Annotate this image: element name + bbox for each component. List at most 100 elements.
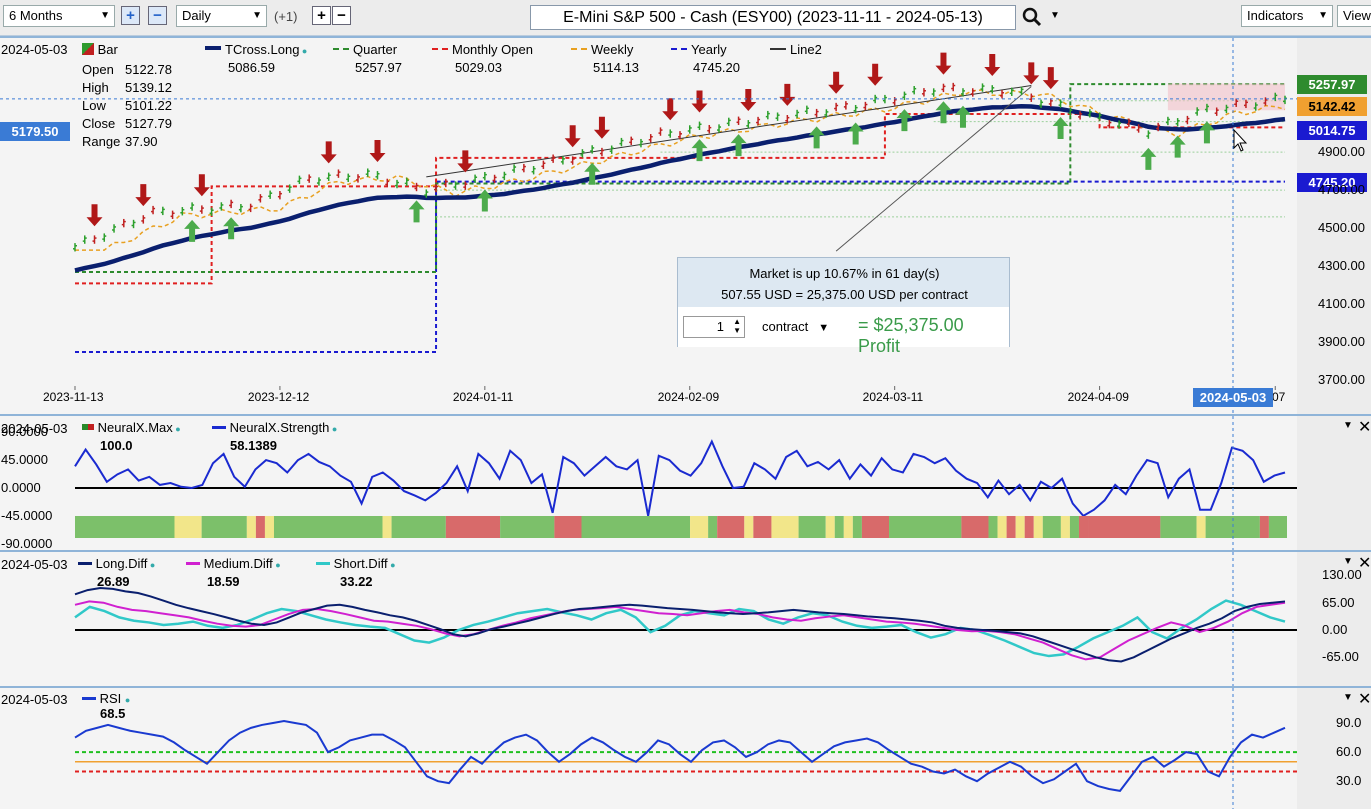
- neural-max-block: [852, 516, 862, 538]
- neural-max-block: [834, 516, 844, 538]
- neural-max-block: [581, 516, 691, 538]
- price-chart[interactable]: [0, 38, 1371, 414]
- neural-max-block: [445, 516, 501, 538]
- legend-line2: Line2: [770, 42, 822, 57]
- settings-dot-icon[interactable]: ●: [147, 560, 156, 570]
- popup-line-2: 507.55 USD = 25,375.00 USD per contract: [721, 287, 968, 302]
- yearly-line: [75, 180, 1285, 353]
- spinner-icon[interactable]: ▲ ▼: [733, 317, 741, 335]
- price-tick-label: 3900.00: [1318, 334, 1365, 350]
- buy-arrow-icon: [223, 217, 240, 240]
- legend-value: 100.0: [100, 438, 133, 453]
- date-tick-label: 2024-03-11: [862, 390, 924, 404]
- zoom-out-button[interactable]: −: [148, 6, 167, 25]
- neural-max-block: [500, 516, 555, 538]
- price-tick-label: 4300.00: [1318, 258, 1365, 274]
- legend-swatch: [205, 46, 221, 50]
- close-icon[interactable]: ✕: [1358, 419, 1371, 436]
- sell-arrow-icon: [593, 116, 610, 139]
- search-icon[interactable]: [1022, 7, 1044, 29]
- ohlc-label: Open: [82, 62, 114, 77]
- quarter-line: [75, 83, 1285, 274]
- neural-tick-label: -90.0000: [1, 535, 53, 551]
- ohlc-value: 5122.78: [125, 62, 172, 77]
- search-dropdown-icon[interactable]: ▼: [1050, 10, 1060, 21]
- neural-tick-label: 0.0000: [1, 480, 41, 495]
- sell-arrow-icon: [86, 204, 103, 227]
- legend-name: Weekly: [591, 42, 634, 57]
- popup-controls: 1 ▲ ▼ contract ▼ = $25,375.00 Profit: [678, 307, 1009, 356]
- contract-unit-select[interactable]: contract ▼: [762, 319, 830, 334]
- price-pane[interactable]: 2024-05-03 Bar Open 5122.78 High 5139.12 Low…: [0, 36, 1371, 414]
- contract-quantity-input[interactable]: 1 ▲ ▼: [683, 316, 745, 338]
- neural-max-block: [798, 516, 826, 538]
- legend-swatch: [432, 48, 448, 50]
- neural-max-block: [1259, 516, 1269, 538]
- sell-arrow-icon: [564, 125, 581, 148]
- sell-arrow-icon: [1023, 62, 1040, 85]
- settings-dot-icon[interactable]: ●: [172, 424, 181, 434]
- legend-name: NeuralX.Max: [97, 420, 173, 435]
- neural-max-block: [174, 516, 202, 538]
- ohlc-value: 5101.22: [125, 98, 172, 113]
- date-tick-label: 2024-02-09: [657, 390, 720, 404]
- profit-value: = $25,375.00 Profit: [858, 315, 964, 356]
- legend-name: Short.Diff: [333, 556, 388, 571]
- legend-name: NeuralX.Strength: [229, 420, 330, 435]
- neural-max-block: [1069, 516, 1079, 538]
- settings-dot-icon[interactable]: ●: [387, 560, 396, 570]
- range-select[interactable]: 6 Months ▼: [3, 5, 115, 27]
- rsi-tick-label: 60.0: [1336, 744, 1362, 760]
- legend-value: 18.59: [207, 574, 240, 589]
- legend-value: 5086.59: [228, 60, 275, 75]
- close-icon[interactable]: ✕: [1358, 555, 1371, 572]
- measure-line: [835, 86, 1032, 252]
- interval-select[interactable]: Daily ▼: [176, 5, 267, 27]
- settings-dot-icon[interactable]: ●: [272, 560, 281, 570]
- legend-name: Medium.Diff: [203, 556, 273, 571]
- indicators-button[interactable]: Indicators ▼: [1241, 5, 1333, 27]
- neural-max-block: [825, 516, 835, 538]
- legend-swatch: [571, 48, 587, 50]
- neural-chart[interactable]: [0, 416, 1371, 550]
- rsi-chart[interactable]: [0, 688, 1371, 809]
- symbol-title[interactable]: E-Mini S&P 500 - Cash (ESY00) (2023-11-1…: [530, 5, 1016, 30]
- buy-arrow-icon: [691, 139, 708, 162]
- neural-max-block: [201, 516, 247, 538]
- legend-value: 33.22: [340, 574, 373, 589]
- bar-legend: Bar: [82, 42, 118, 57]
- buy-arrow-icon: [896, 109, 913, 132]
- legend-value: 26.89: [97, 574, 130, 589]
- neural-tick-label: 90.0000: [1, 424, 48, 440]
- buy-arrow-icon: [808, 126, 825, 149]
- toolbar: 6 Months ▼ + − Daily ▼ (+1) + − E-Mini S&P…: [0, 0, 1371, 36]
- collapse-icon[interactable]: ▼: [1343, 556, 1353, 567]
- rsi-value: 68.5: [100, 706, 126, 721]
- close-icon[interactable]: ✕: [1358, 691, 1371, 708]
- collapse-icon[interactable]: ▼: [1343, 420, 1353, 431]
- diff-chart[interactable]: [0, 552, 1371, 686]
- legend-quarter: Quarter: [333, 42, 397, 57]
- buy-arrow-icon: [1198, 121, 1215, 144]
- neural-pane[interactable]: 2024-05-03 NeuralX.Max ● 100.0 NeuralX.St…: [0, 414, 1371, 551]
- offset-plus-button[interactable]: +: [312, 6, 331, 25]
- offset-minus-button[interactable]: −: [332, 6, 351, 25]
- diff-tick-label: 0.00: [1322, 622, 1348, 637]
- medium-diff-line: [74, 600, 1286, 661]
- neural-axis-bg: [1297, 416, 1371, 550]
- view-button[interactable]: View: [1337, 5, 1371, 27]
- neural-max-block: [690, 516, 709, 538]
- ohlc-label: Range: [82, 134, 121, 149]
- date-tick-label: 2024-04-09: [1067, 390, 1129, 404]
- collapse-icon[interactable]: ▼: [1343, 692, 1353, 703]
- legend-name: TCross.Long: [225, 42, 300, 57]
- zoom-in-button[interactable]: +: [121, 6, 140, 25]
- settings-dot-icon[interactable]: ●: [329, 424, 338, 434]
- buy-arrow-icon: [954, 105, 971, 128]
- settings-dot-icon[interactable]: ●: [299, 46, 308, 56]
- rsi-pane[interactable]: 2024-05-03 RSI ● 68.5 90.0 60.0 30.0 ▼ ✕: [0, 686, 1371, 809]
- sell-arrow-icon: [457, 150, 474, 173]
- diff-pane[interactable]: 2024-05-03 Long.Diff ● 26.89 Medium.Diff …: [0, 550, 1371, 686]
- cursor-date: 2024-05-03: [1, 42, 68, 57]
- neural-max-block: [861, 516, 890, 538]
